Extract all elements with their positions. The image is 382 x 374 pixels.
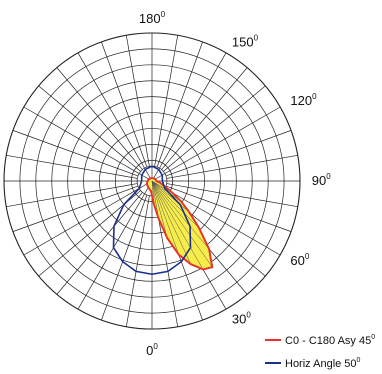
series-ray [151,180,200,229]
degree-superscript: 0 [161,10,166,19]
degree-superscript: 0 [246,310,251,319]
degree-superscript: 0 [357,357,361,364]
grid-spoke [101,41,148,168]
grid-spoke [166,183,298,208]
angle-label-90: 900 [312,172,331,188]
degree-superscript: 0 [254,34,259,43]
angle-label-150: 1500 [232,34,259,50]
grid-spoke [156,41,203,168]
series-horiz-angle-curve [112,165,192,276]
legend-label-c0-c180: C0 - C180 Asy 450 [285,334,375,347]
grid-spoke [151,106,281,182]
series-c0-c180-rays [151,180,213,270]
legend-label-text: Horiz Angle 50 [285,358,357,370]
series-ray [151,180,213,268]
grid-spoke [101,194,148,321]
angle-label-120: 1200 [290,92,317,108]
legend-label-horiz-angle: Horiz Angle 500 [285,357,361,370]
angle-label-180: 1800 [139,10,166,26]
grid-spoke [56,192,143,295]
degree-superscript: 0 [312,92,317,101]
angle-label-value: 90 [312,173,326,188]
series-ray [151,180,210,250]
grid-spoke [166,154,298,179]
grid-spoke [56,67,143,170]
grid-spoke [23,106,153,182]
series-ray [151,180,204,270]
angle-label-30: 300 [232,310,251,326]
grid-spoke [125,195,150,327]
angle-label-value: 0 [146,343,153,358]
grid-spoke [163,85,266,172]
angle-label-60: 600 [290,252,309,268]
degree-superscript: 0 [326,172,331,181]
series-ray [151,180,192,265]
grid-spoke [161,67,248,170]
grid-spoke [12,185,139,232]
grid-spoke [12,130,139,177]
angle-label-value: 30 [232,311,246,326]
series-ray [151,180,190,213]
degree-superscript: 0 [153,342,158,351]
series-ray [151,180,180,255]
grid-spoke [125,35,150,167]
grid-spoke [6,183,138,208]
grid-spoke [23,180,153,256]
grid-spoke [77,180,153,310]
angle-label-value: 180 [139,11,161,26]
grid-spoke [38,85,141,172]
angle-label-value: 120 [290,93,312,108]
angle-label-value: 60 [290,253,304,268]
grid-spoke [165,185,292,232]
legend-label-text: C0 - C180 Asy 45 [285,335,371,347]
angle-label-0: 00 [146,342,158,358]
series-c0-c180-outline [145,177,214,271]
series-ray [151,180,168,239]
series-layer [112,165,214,276]
grid-spoke [151,52,227,182]
angle-label-value: 150 [232,35,254,50]
grid-spoke [165,130,292,177]
grid-spoke [6,154,138,179]
grid-spoke [77,52,153,182]
grid-spoke [154,35,179,167]
degree-superscript: 0 [305,252,310,261]
degree-superscript: 0 [371,334,375,341]
